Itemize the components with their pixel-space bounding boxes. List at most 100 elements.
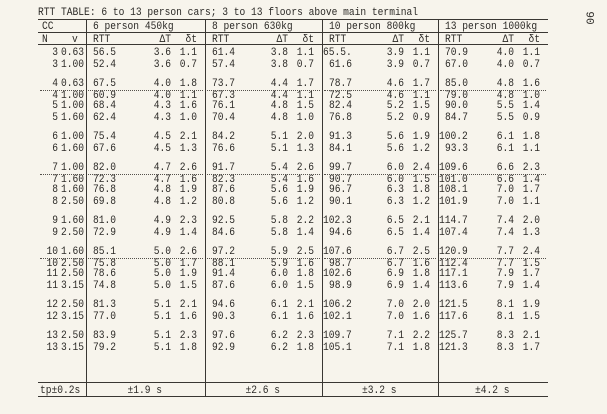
cell-rtt: 67.0 xyxy=(445,58,469,71)
cell-rtt: 108.1 xyxy=(439,183,468,196)
cell-rtt: 100.2 xyxy=(439,130,468,143)
row-speed-v: 1.00 xyxy=(60,99,84,112)
cell-delta-T: 3.6 xyxy=(153,46,171,59)
cell-rtt: 60.9 xyxy=(93,89,117,102)
cell-delta-t: 2.1 xyxy=(412,214,430,227)
cell-rtt: 67.5 xyxy=(93,77,117,90)
cell-delta-T: 5.1 xyxy=(270,142,288,155)
cell-delta-t: 1.0 xyxy=(179,111,197,124)
cell-delta-T: 5.6 xyxy=(270,195,288,208)
cell-rtt: 121.5 xyxy=(439,298,468,311)
header-rtt: RTT xyxy=(212,33,230,46)
cell-delta-T: 3.6 xyxy=(153,58,171,71)
cell-delta-t: 1.6 xyxy=(296,257,314,270)
cell-delta-T: 7.0 xyxy=(386,298,404,311)
cell-rtt: 78.7 xyxy=(329,77,353,90)
cell-rtt: 98.9 xyxy=(329,279,353,292)
header-delta-t: δt xyxy=(418,33,430,46)
cell-delta-t: 1.4 xyxy=(522,173,540,186)
row-speed-v: 3.15 xyxy=(60,341,84,354)
header-delta-T: ΔT xyxy=(276,33,288,46)
cell-rtt: 109.7 xyxy=(323,329,352,342)
row-floors-n: 5 xyxy=(52,99,58,112)
cell-rtt: 109.6 xyxy=(439,161,468,174)
cell-delta-t: 1.2 xyxy=(179,195,197,208)
row-speed-v: 1.60 xyxy=(60,214,84,227)
row-speed-v: 2.50 xyxy=(60,329,84,342)
cell-delta-t: 1.8 xyxy=(296,267,314,280)
cell-delta-T: 5.2 xyxy=(386,99,404,112)
cell-delta-t: 1.0 xyxy=(296,111,314,124)
cell-delta-t: 2.1 xyxy=(179,298,197,311)
cell-delta-t: 2.1 xyxy=(179,130,197,143)
cell-delta-t: 2.6 xyxy=(179,245,197,258)
cell-rtt: 67.3 xyxy=(212,89,236,102)
cell-delta-t: 1.7 xyxy=(296,77,314,90)
cell-delta-T: 6.0 xyxy=(386,161,404,174)
footer-tolerance: ±3.2 s xyxy=(362,384,397,397)
cell-delta-T: 5.1 xyxy=(153,310,171,323)
row-floors-n: 11 xyxy=(46,279,58,292)
row-floors-n: 5 xyxy=(52,111,58,124)
cell-delta-T: 4.9 xyxy=(153,226,171,239)
cell-rtt: 70.9 xyxy=(445,46,469,59)
row-floors-n: 12 xyxy=(46,310,58,323)
cell-delta-T: 5.1 xyxy=(153,298,171,311)
header-rtt: RTT xyxy=(445,33,463,46)
cell-delta-T: 5.0 xyxy=(153,257,171,270)
column-divider xyxy=(438,19,439,396)
rule-top xyxy=(38,19,548,20)
header-car-group: 10 person 800kg xyxy=(329,20,416,33)
row-speed-v: 2.50 xyxy=(60,267,84,280)
cell-delta-t: 2.3 xyxy=(179,214,197,227)
cell-delta-T: 6.9 xyxy=(386,267,404,280)
cell-delta-t: 1.9 xyxy=(296,183,314,196)
cell-delta-T: 6.1 xyxy=(496,130,514,143)
cell-delta-T: 7.9 xyxy=(496,279,514,292)
group-separator xyxy=(207,90,320,91)
cell-delta-T: 5.6 xyxy=(270,183,288,196)
cell-delta-T: 6.7 xyxy=(386,257,404,270)
header-delta-T: ΔT xyxy=(502,33,514,46)
cell-rtt: 77.0 xyxy=(93,310,117,323)
cell-delta-t: 2.2 xyxy=(296,214,314,227)
cell-delta-t: 1.1 xyxy=(522,46,540,59)
cell-rtt: 112.4 xyxy=(439,257,468,270)
cell-delta-t: 1.5 xyxy=(412,173,430,186)
cell-delta-T: 5.0 xyxy=(153,279,171,292)
cell-rtt: 92.5 xyxy=(212,214,236,227)
cell-delta-T: 7.7 xyxy=(496,245,514,258)
cell-delta-T: 8.3 xyxy=(496,329,514,342)
cell-rtt: 81.0 xyxy=(93,214,117,227)
cell-rtt: 87.6 xyxy=(212,183,236,196)
header-rtt: RTT xyxy=(93,33,111,46)
cell-delta-T: 7.0 xyxy=(386,310,404,323)
cell-rtt: 83.9 xyxy=(93,329,117,342)
cell-delta-T: 4.5 xyxy=(153,130,171,143)
cell-rtt: 106.2 xyxy=(323,298,352,311)
cell-delta-T: 4.0 xyxy=(496,46,514,59)
cell-delta-t: 1.9 xyxy=(412,130,430,143)
cell-delta-t: 2.0 xyxy=(522,214,540,227)
cell-delta-t: 1.3 xyxy=(179,142,197,155)
group-separator xyxy=(40,258,84,259)
cell-delta-t: 1.9 xyxy=(179,267,197,280)
cell-delta-t: 1.7 xyxy=(522,183,540,196)
cell-delta-T: 6.0 xyxy=(270,279,288,292)
cell-rtt: 52.4 xyxy=(93,58,117,71)
cell-delta-t: 1.6 xyxy=(296,173,314,186)
cell-rtt: 93.3 xyxy=(445,142,469,155)
cell-delta-t: 1.5 xyxy=(522,310,540,323)
row-speed-v: 2.50 xyxy=(60,257,84,270)
cell-delta-t: 1.1 xyxy=(412,89,430,102)
group-separator xyxy=(440,258,546,259)
cell-rtt: 94.6 xyxy=(329,226,353,239)
cell-delta-T: 7.1 xyxy=(386,329,404,342)
row-speed-v: 3.15 xyxy=(60,279,84,292)
cell-delta-t: 1.1 xyxy=(522,195,540,208)
cell-rtt: 105.1 xyxy=(323,341,352,354)
cell-delta-T: 6.3 xyxy=(386,195,404,208)
cell-delta-T: 6.0 xyxy=(386,173,404,186)
cell-delta-t: 1.2 xyxy=(412,195,430,208)
rule-header xyxy=(38,32,548,33)
